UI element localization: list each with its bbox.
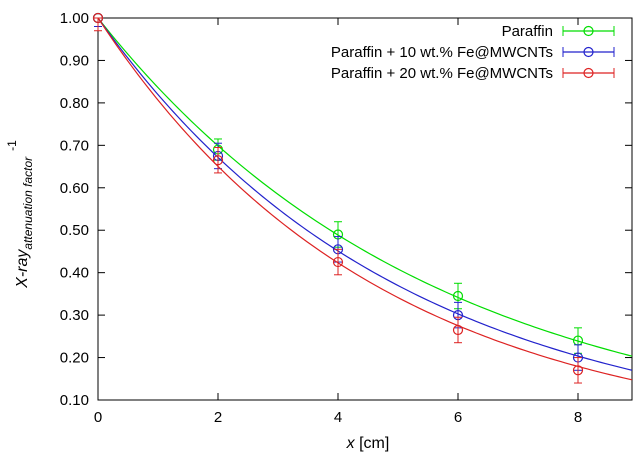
legend-label: Paraffin + 10 wt.% Fe@MWCNTs — [331, 44, 553, 61]
x-axis-label-var: x — [346, 435, 356, 452]
legend-item: Paraffin + 10 wt.% Fe@MWCNTs — [331, 44, 615, 61]
axes: 0.10 0.20 0.30 0.40 0.50 0.60 0.70 0.80 0.90 1.00… — [60, 10, 633, 426]
y-tick-label: 0.70 — [60, 137, 89, 154]
y-tick-label: 0.20 — [60, 350, 89, 367]
legend-marker — [583, 46, 594, 58]
y-tick-label: 0.50 — [60, 222, 89, 239]
legend-marker — [583, 25, 594, 37]
y-tick-label: 0.80 — [60, 95, 89, 112]
legend-label: Paraffin — [502, 23, 553, 40]
x-tick-label: 4 — [334, 409, 342, 426]
x-tick-label: 6 — [454, 409, 462, 426]
y-axis-label-sub: attenuation factor — [21, 156, 35, 250]
y-tick-label: 0.10 — [60, 392, 89, 409]
legend-item: Paraffin — [502, 23, 615, 40]
data-point — [332, 256, 344, 268]
y-axis-label: X-rayattenuation factor-1 — [5, 140, 35, 289]
fit-curve — [97, 17, 633, 381]
legend: Paraffin Paraffin + 10 wt.% Fe@MWCNTs Para… — [331, 23, 615, 82]
fit-curve — [97, 17, 633, 371]
plot-frame — [97, 17, 633, 401]
legend-item: Paraffin + 20 wt.% Fe@MWCNTs — [331, 65, 615, 82]
x-tick-label: 8 — [574, 409, 582, 426]
data-point — [452, 290, 464, 302]
y-axis-label-sup: -1 — [5, 140, 19, 151]
y-tick-label: 0.40 — [60, 265, 89, 282]
x-axis-label: x [cm] — [346, 435, 390, 452]
legend-label: Paraffin + 20 wt.% Fe@MWCNTs — [331, 65, 553, 82]
y-axis-label-main: X-ray — [14, 249, 31, 289]
data-point — [92, 12, 104, 24]
series-3 — [92, 12, 633, 384]
y-tick-label: 0.90 — [60, 52, 89, 69]
legend-marker — [583, 67, 594, 79]
plot-area — [92, 12, 633, 384]
y-tick-label: 1.00 — [60, 10, 89, 27]
x-tick-label: 2 — [214, 409, 222, 426]
y-tick-label: 0.60 — [60, 180, 89, 197]
fit-curve — [97, 17, 633, 357]
x-axis-label-unit: [cm] — [355, 435, 390, 452]
y-tick-label: 0.30 — [60, 307, 89, 324]
data-point — [212, 155, 224, 166]
x-tick-label: 0 — [94, 409, 102, 426]
data-point — [572, 365, 584, 376]
data-point — [452, 324, 464, 336]
